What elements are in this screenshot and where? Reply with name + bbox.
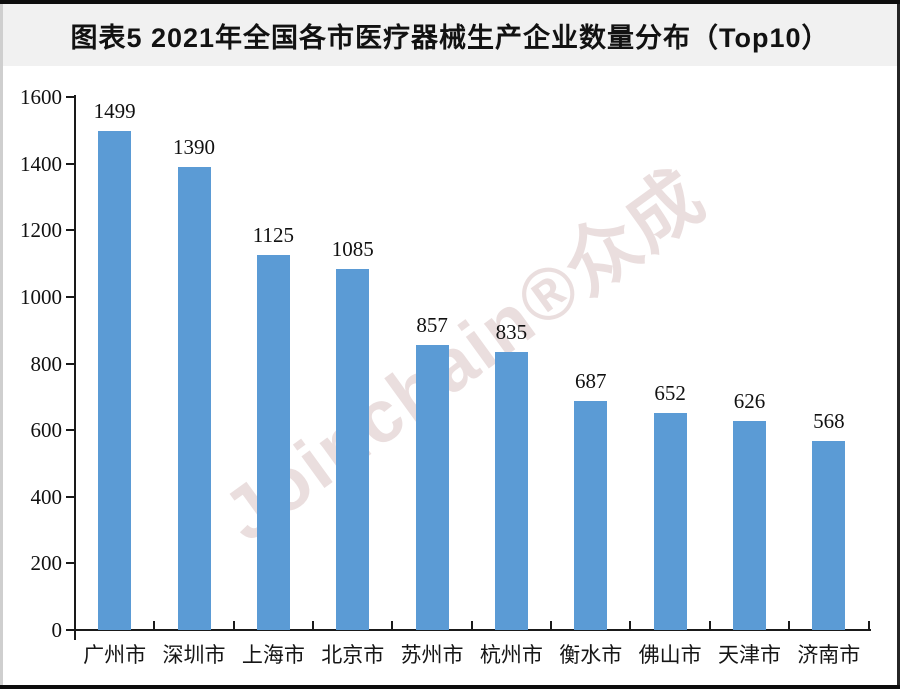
chart-title: 图表5 2021年全国各市医疗器械生产企业数量分布（Top10） — [70, 22, 830, 53]
bottom-border — [0, 685, 900, 689]
chart-area — [3, 66, 897, 685]
right-border — [897, 4, 900, 685]
left-border — [0, 4, 3, 685]
top-border — [0, 0, 900, 4]
chart-header: 图表5 2021年全国各市医疗器械生产企业数量分布（Top10） — [3, 4, 897, 66]
